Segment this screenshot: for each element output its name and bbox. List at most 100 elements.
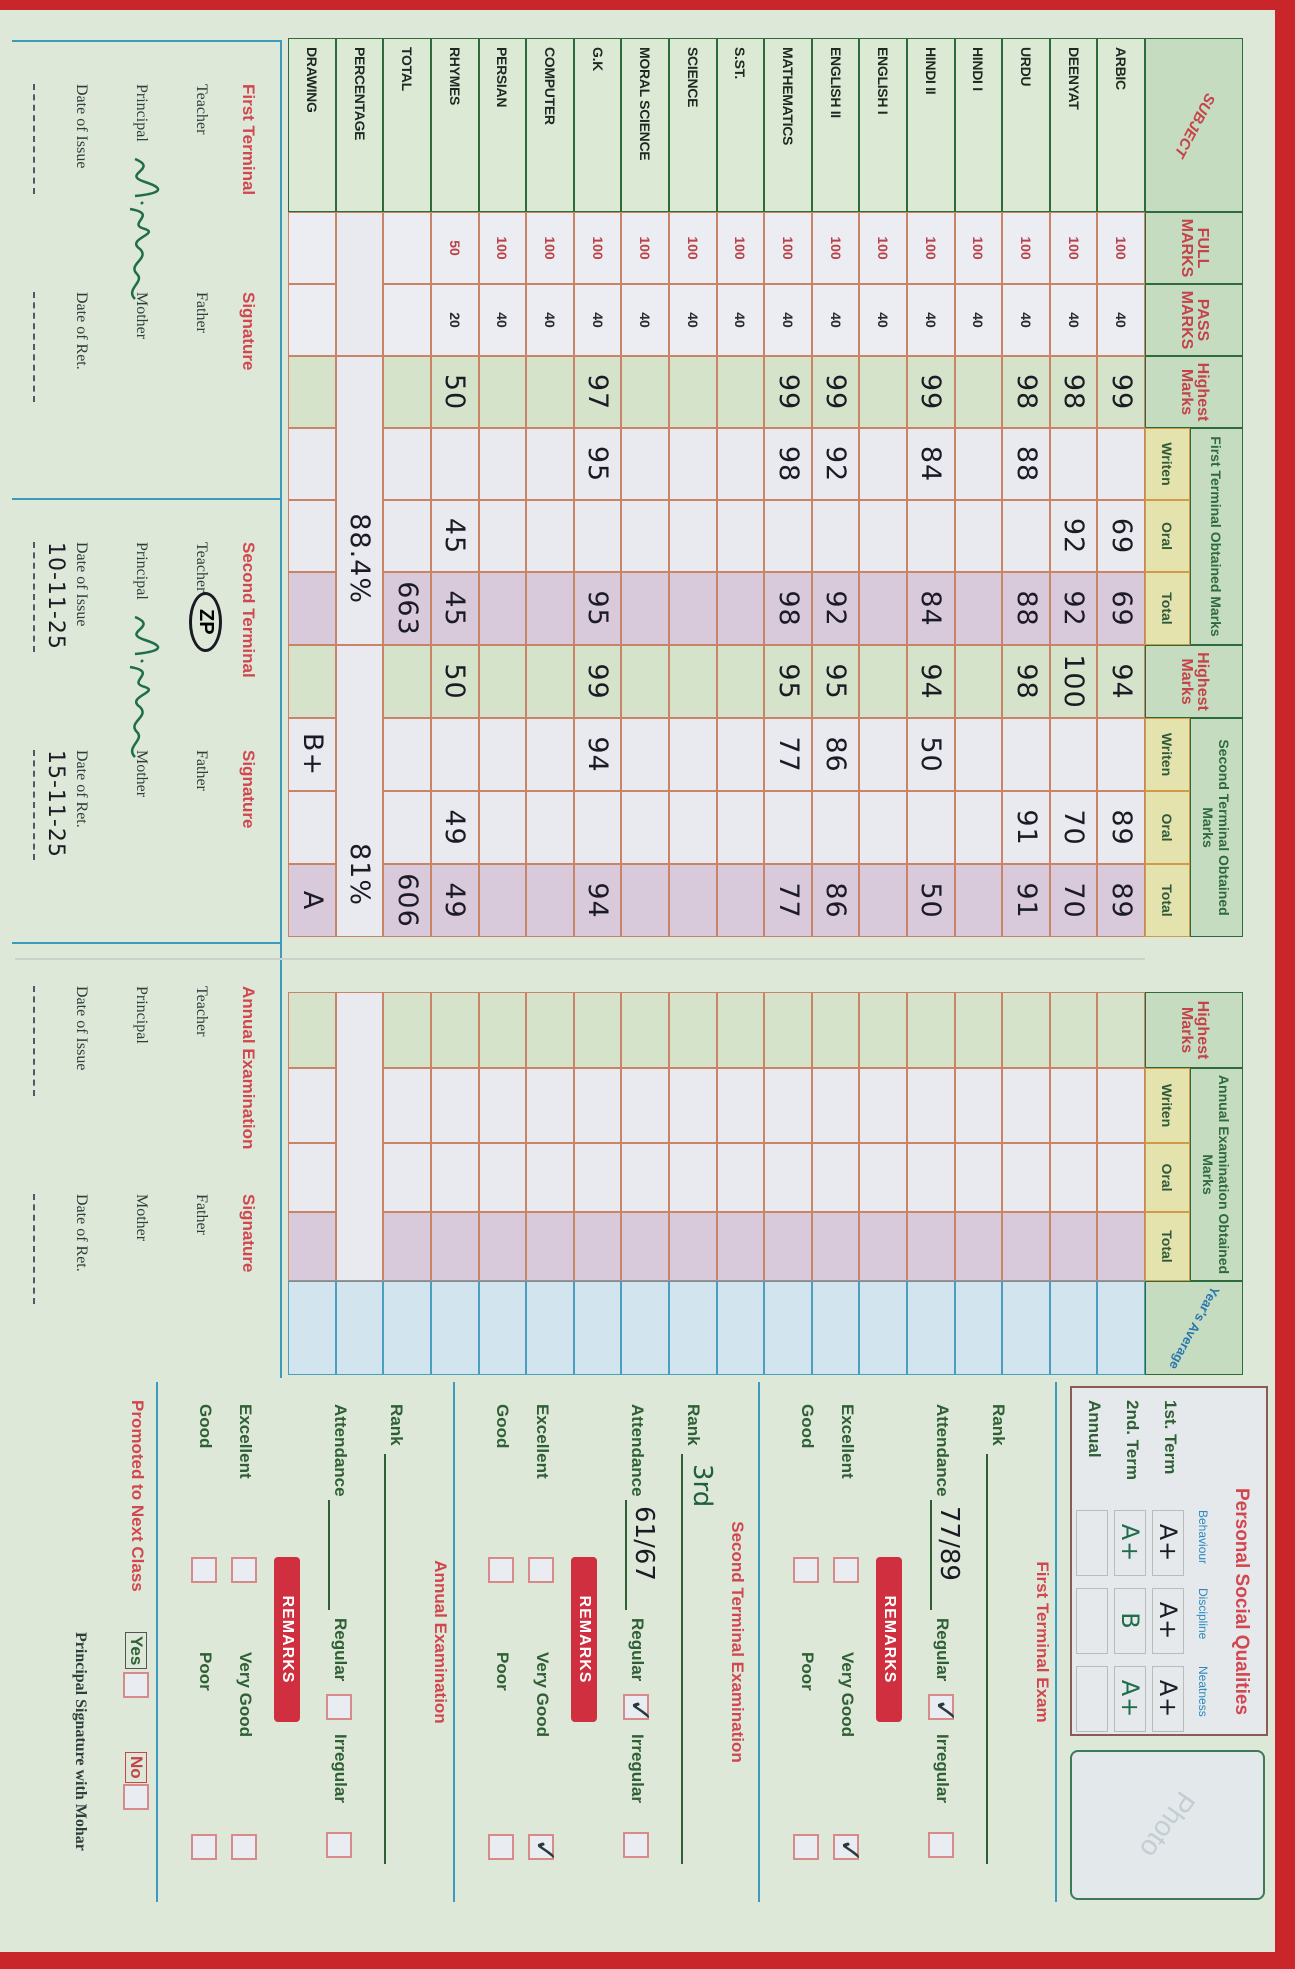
- cell-persian-annual-written: [478, 1068, 527, 1143]
- cell-g-k-first-highest: 97: [573, 356, 622, 428]
- psq-column-behaviour: Behaviour: [1196, 1510, 1210, 1565]
- cell-rhymes-second-highest: 50: [431, 645, 479, 718]
- remark-checkbox-excellent[interactable]: [833, 1557, 859, 1583]
- cell-total-annual-total: [383, 1212, 431, 1281]
- cell-rhymes-annual-highest: [431, 992, 479, 1068]
- date-of-issue-label: Date of Issue: [73, 84, 90, 169]
- cell-deenyat-annual-total: [1049, 1212, 1098, 1281]
- second-percentage-value: 81%: [344, 842, 376, 906]
- irregular-label: Irregular: [933, 1734, 952, 1803]
- remark-checkbox-excellent[interactable]: [231, 1557, 257, 1583]
- header-first-total: Total: [1145, 572, 1190, 645]
- cell-computer-first-written: [526, 428, 574, 500]
- attendance-label: Attendance: [628, 1404, 647, 1497]
- remark-checkbox-very-good[interactable]: ✓: [832, 1834, 867, 1863]
- rank-line: [986, 1454, 988, 1864]
- remark-checkbox-very-good[interactable]: ✓: [527, 1834, 562, 1863]
- remark-label-very-good: Very Good: [533, 1652, 552, 1738]
- cell-s-st-pass-marks: 40: [716, 284, 765, 356]
- cell-english-i-pass-marks: 40: [859, 284, 907, 356]
- row-label-arbic: ARBIC: [1097, 38, 1145, 212]
- remark-checkbox-good[interactable]: [793, 1557, 819, 1583]
- cell-rhymes-second-total: 49: [431, 864, 479, 937]
- cell-arbic-full-marks: 100: [1097, 212, 1145, 284]
- remark-checkbox-poor[interactable]: [488, 1834, 514, 1860]
- cell-hindi-i-second-oral: [954, 791, 1003, 864]
- promotion-no-checkbox[interactable]: [123, 1784, 149, 1810]
- cell-deenyat-second-written: [1049, 718, 1098, 791]
- cell-english-ii-first-highest: 99: [811, 356, 860, 428]
- cell-hindi-ii-first-written: 84: [907, 428, 955, 500]
- cell-drawing-first-highest: [288, 356, 336, 428]
- psq-grade: A+: [1116, 1523, 1144, 1563]
- cell-english-ii-second-written: 86: [811, 718, 860, 791]
- remark-checkbox-good[interactable]: [488, 1557, 514, 1583]
- regular-checkbox[interactable]: ✓: [927, 1694, 962, 1723]
- cell-persian-first-highest: [478, 356, 527, 428]
- subject-name: ARBIC: [1113, 47, 1130, 90]
- cell-english-i-annual-total: [859, 1212, 907, 1281]
- cell-mathematics-pass-marks: 40: [764, 284, 812, 356]
- full-marks-value: 100: [637, 236, 654, 260]
- header-annual-exam-text: Annual Examination Obtained Marks: [1200, 1074, 1233, 1275]
- promotion-yes-checkbox[interactable]: [123, 1672, 149, 1698]
- date-of-ret-label: Date of Ret.: [73, 292, 90, 370]
- cell-computer-annual-oral: [526, 1143, 574, 1212]
- subject-name: DRAWING: [304, 47, 321, 113]
- cell-g-k-second-total: 94: [573, 864, 622, 937]
- subject-name: S.ST.: [732, 47, 749, 79]
- cell-science-second-oral: [669, 791, 717, 864]
- irregular-checkbox[interactable]: [928, 1832, 954, 1858]
- cell-computer-second-oral: [526, 791, 574, 864]
- regular-checkbox[interactable]: [326, 1694, 352, 1720]
- subject-name: ENGLISH I: [875, 47, 892, 115]
- cell-total-first-total: 663: [383, 572, 431, 645]
- cell-drawing-annual-total: [288, 1212, 336, 1281]
- cell-s-st-annual-years-average: [716, 1281, 765, 1375]
- cell-english-ii-annual-highest: [811, 992, 860, 1068]
- psq-row-2nd-term: 2nd. Term: [1123, 1400, 1142, 1480]
- cell-english-i-second-total: [859, 864, 907, 937]
- remark-checkbox-poor[interactable]: [191, 1834, 217, 1860]
- subject-name: RHYMES: [446, 47, 463, 106]
- pass-marks-value: 40: [542, 312, 559, 328]
- cell-urdu-full-marks: 100: [1002, 212, 1050, 284]
- regular-checkbox[interactable]: ✓: [622, 1694, 657, 1723]
- cell-hindi-ii-annual-total: [907, 1212, 955, 1281]
- block-signature-label: Signature: [239, 292, 258, 371]
- first-written-value: 95: [582, 445, 614, 483]
- cell-moral-science-first-highest: [621, 356, 669, 428]
- date-of-ret-label: Date of Ret.: [73, 1194, 90, 1272]
- cell-computer-annual-years-average: [526, 1281, 574, 1375]
- cell-arbic-first-total: 69: [1097, 572, 1145, 645]
- pass-marks-value: 40: [922, 312, 939, 328]
- remark-checkbox-very-good[interactable]: [231, 1834, 257, 1860]
- irregular-checkbox[interactable]: [623, 1832, 649, 1858]
- block-signature-label: Signature: [239, 1194, 258, 1273]
- remark-label-poor: Poor: [798, 1652, 817, 1691]
- cell-science-second-total: [669, 864, 717, 937]
- pass-marks-value: 40: [780, 312, 797, 328]
- attendance-label: Attendance: [933, 1404, 952, 1497]
- pass-marks-value: 40: [732, 312, 749, 328]
- header-second-written: Writen: [1145, 718, 1190, 791]
- cell-science-first-total: [669, 572, 717, 645]
- cell-urdu-annual-written: [1002, 1068, 1050, 1143]
- header-annual-total-text: Total: [1159, 1230, 1176, 1263]
- subject-name: G.K: [589, 47, 606, 71]
- cell-g-k-annual-oral: [573, 1143, 622, 1212]
- remark-checkbox-poor[interactable]: [793, 1834, 819, 1860]
- remark-checkbox-excellent[interactable]: [528, 1557, 554, 1583]
- exam-section-annual-examination: Annual Examination Rank Attendance Regular I…: [155, 1382, 450, 1922]
- cell-rhymes-annual-total: [431, 1212, 479, 1281]
- pass-marks-value: 20: [446, 312, 463, 328]
- cell-rhymes-second-oral: 49: [431, 791, 479, 864]
- first-written-value: 92: [820, 445, 852, 483]
- cell-english-ii-second-total: 86: [811, 864, 860, 937]
- psq-grade: A+: [1116, 1679, 1144, 1719]
- irregular-checkbox[interactable]: [326, 1832, 352, 1858]
- cell-s-st-second-highest: [716, 645, 765, 718]
- psq-grade-box: [1076, 1666, 1108, 1732]
- remark-checkbox-good[interactable]: [191, 1557, 217, 1583]
- cell-persian-annual-highest: [478, 992, 527, 1068]
